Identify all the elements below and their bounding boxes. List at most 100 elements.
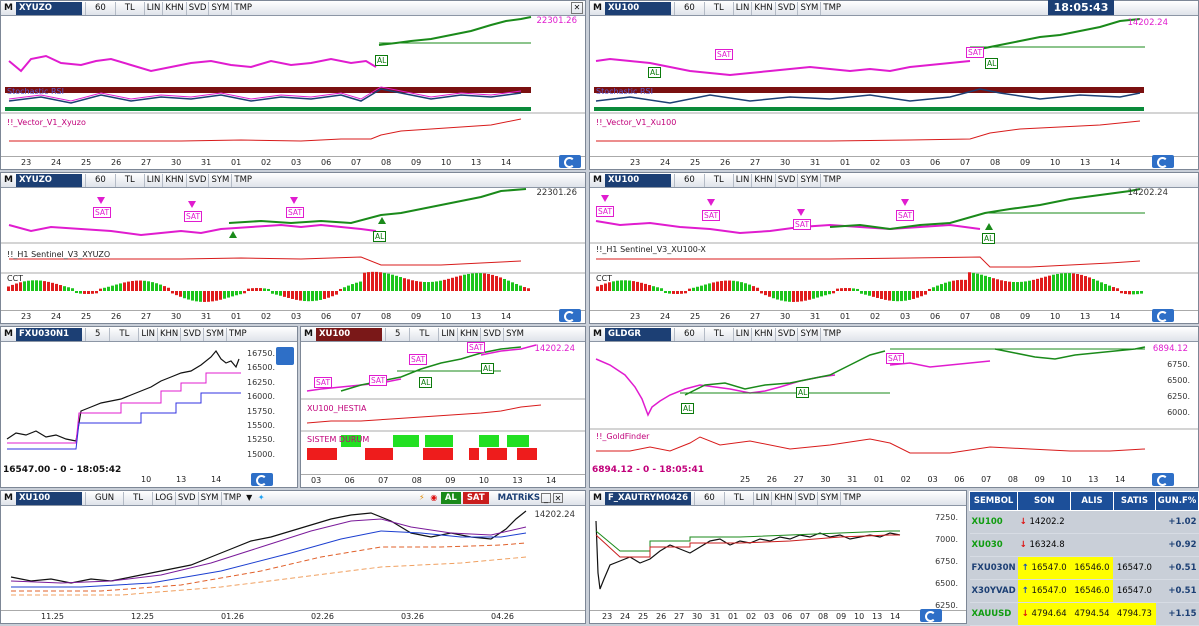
chart-panel-xyuzo-60[interactable]: M XYUZO 60 TL LIN KHN SVD SYM TMP ✕ 2230… [0, 0, 586, 170]
tmp-button[interactable]: TMP [225, 327, 249, 341]
khn-button[interactable]: KHN [162, 173, 185, 187]
tl-button[interactable]: TL [703, 327, 733, 341]
tl-button[interactable]: TL [123, 491, 152, 505]
sym-button[interactable]: SYM [503, 327, 526, 341]
sym-button[interactable]: SYM [797, 173, 820, 187]
quote-symbol[interactable]: XAUUSD [969, 602, 1018, 626]
sym-button[interactable]: SYM [817, 491, 840, 505]
symbol-label[interactable]: XYUZO [16, 173, 82, 187]
khn-button[interactable]: KHN [771, 491, 794, 505]
chart-panel-xu100-60[interactable]: M XU100 60 TL LIN KHN SVD SYM TMP 14202.… [589, 0, 1199, 170]
close-icon[interactable]: ✕ [553, 493, 563, 503]
tmp-button[interactable]: TMP [820, 1, 843, 15]
col-gunf[interactable]: GUN.F% [1155, 491, 1199, 511]
tl-button[interactable]: TL [723, 491, 753, 505]
svd-button[interactable]: SVD [774, 1, 798, 15]
svd-button[interactable]: SVD [774, 173, 798, 187]
tl-button[interactable]: TL [703, 1, 733, 15]
period-button[interactable]: 60 [674, 327, 704, 341]
tmp-button[interactable]: TMP [231, 1, 254, 15]
dropdown-icon[interactable]: ▼ [246, 493, 253, 502]
quote-row[interactable]: XU030 ↓ 16324.8 +0.92 [969, 533, 1199, 557]
tmp-button[interactable]: TMP [820, 173, 843, 187]
khn-button[interactable]: KHN [751, 1, 774, 15]
khn-button[interactable]: KHN [156, 327, 180, 341]
tl-button[interactable]: TL [109, 327, 138, 341]
tmp-button[interactable]: TMP [840, 491, 863, 505]
quote-symbol[interactable]: XU030 [969, 533, 1018, 557]
lin-button[interactable]: LIN [732, 327, 752, 341]
sym-button[interactable]: SYM [797, 1, 820, 15]
quote-row[interactable]: XAUUSD ↓ 4794.64 4794.54 4794.73 +1.15 [969, 602, 1199, 626]
lin-button[interactable]: LIN [438, 327, 457, 341]
lin-button[interactable]: LIN [752, 491, 772, 505]
symbol-label[interactable]: GLDGR [605, 327, 671, 341]
minimize-icon[interactable]: _ [541, 493, 551, 503]
svd-button[interactable]: SVD [774, 327, 798, 341]
collapse-icon[interactable] [276, 347, 294, 365]
lightning-icon[interactable]: ⚡ [419, 493, 425, 502]
symbol-label[interactable]: XU100 [316, 327, 382, 341]
period-button[interactable]: 60 [85, 1, 115, 15]
tl-button[interactable]: TL [703, 173, 733, 187]
khn-button[interactable]: KHN [751, 173, 774, 187]
sat-button[interactable]: SAT [462, 492, 489, 504]
svd-button[interactable]: SVD [480, 327, 503, 341]
refresh-icon[interactable] [1152, 155, 1174, 168]
refresh-icon[interactable] [1152, 473, 1174, 486]
twitter-icon[interactable]: ✦ [257, 493, 265, 502]
tmp-button[interactable]: TMP [220, 491, 244, 505]
close-icon[interactable]: ✕ [571, 2, 583, 14]
chart-panel-xautry[interactable]: M F_XAUTRYM0426 60 TL LIN KHN SVD SYM TM… [589, 490, 967, 624]
log-button[interactable]: LOG [152, 491, 175, 505]
col-sembol[interactable]: SEMBOL [968, 491, 1019, 511]
symbol-label[interactable]: XU100 [605, 173, 671, 187]
symbol-label[interactable]: XU100 [605, 1, 671, 15]
col-satis[interactable]: SATIS [1112, 491, 1157, 511]
lin-button[interactable]: LIN [138, 327, 157, 341]
quote-row[interactable]: X30YVAD ↑ 16547.0 16546.0 16547.0 +0.51 [969, 579, 1199, 603]
lin-button[interactable]: LIN [143, 1, 163, 15]
period-button[interactable]: 5 [385, 327, 409, 341]
sym-button[interactable]: SYM [203, 327, 226, 341]
svd-button[interactable]: SVD [794, 491, 818, 505]
sym-button[interactable]: SYM [797, 327, 820, 341]
symbol-label[interactable]: XYUZO [16, 1, 82, 15]
quote-symbol[interactable]: XU100 [969, 510, 1018, 534]
period-button[interactable]: 60 [85, 173, 115, 187]
khn-button[interactable]: KHN [456, 327, 480, 341]
chart-panel-xu100-daily[interactable]: M XU100 GUN TL LOG SVD SYM TMP ▼ ✦ ⚡ ◉ A… [0, 490, 586, 624]
period-button[interactable]: GUN [85, 491, 123, 505]
col-alis[interactable]: ALIS [1070, 491, 1114, 511]
quote-row[interactable]: XU100 ↓ 14202.2 +1.02 [969, 510, 1199, 534]
lin-button[interactable]: LIN [732, 1, 752, 15]
chart-panel-xu100-hestia[interactable]: M XU100 5 TL LIN KHN SVD SYM 14202.24 XU… [300, 326, 586, 488]
tl-button[interactable]: TL [114, 1, 144, 15]
tl-button[interactable]: TL [409, 327, 438, 341]
refresh-icon[interactable] [1152, 309, 1174, 322]
khn-button[interactable]: KHN [751, 327, 774, 341]
sym-button[interactable]: SYM [208, 1, 231, 15]
svd-button[interactable]: SVD [185, 173, 209, 187]
sym-button[interactable]: SYM [208, 173, 231, 187]
symbol-label[interactable]: XU100 [16, 491, 82, 505]
al-button[interactable]: AL [440, 492, 461, 504]
chart-panel-xyuzo-sentinel[interactable]: M XYUZO 60 TL LIN KHN SVD SYM TMP 22301.… [0, 172, 586, 324]
refresh-icon[interactable] [920, 609, 942, 622]
chart-panel-gldgr[interactable]: M GLDGR 60 TL LIN KHN SVD SYM TMP 6894.1… [589, 326, 1199, 488]
period-button[interactable]: 60 [674, 1, 704, 15]
refresh-icon[interactable] [559, 155, 581, 168]
period-button[interactable]: 60 [693, 491, 724, 505]
period-button[interactable]: 5 [85, 327, 109, 341]
lin-button[interactable]: LIN [143, 173, 163, 187]
period-button[interactable]: 60 [674, 173, 704, 187]
lin-button[interactable]: LIN [732, 173, 752, 187]
symbol-label[interactable]: FXU030N1 [16, 327, 82, 341]
quote-symbol[interactable]: FXU030N [969, 556, 1018, 580]
tmp-button[interactable]: TMP [820, 327, 843, 341]
chart-panel-xu100-sentinel[interactable]: M XU100 60 TL LIN KHN SVD SYM TMP 14202.… [589, 172, 1199, 324]
sym-button[interactable]: SYM [197, 491, 221, 505]
quote-row[interactable]: FXU030N ↑ 16547.0 16546.0 16547.0 +0.51 [969, 556, 1199, 580]
symbol-label[interactable]: F_XAUTRYM0426 [605, 491, 691, 505]
col-son[interactable]: SON [1017, 491, 1072, 511]
